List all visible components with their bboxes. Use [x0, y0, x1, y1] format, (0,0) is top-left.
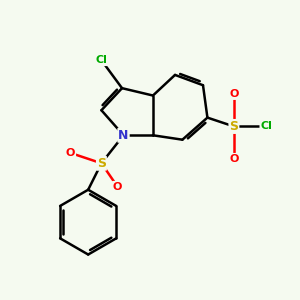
- Text: S: S: [97, 157, 106, 170]
- Text: O: O: [66, 148, 75, 158]
- Text: Cl: Cl: [95, 55, 107, 65]
- Text: S: S: [230, 120, 238, 133]
- Text: Cl: Cl: [260, 122, 272, 131]
- Text: O: O: [113, 182, 122, 192]
- Text: O: O: [229, 89, 239, 99]
- Text: N: N: [118, 129, 129, 142]
- Text: O: O: [229, 154, 239, 164]
